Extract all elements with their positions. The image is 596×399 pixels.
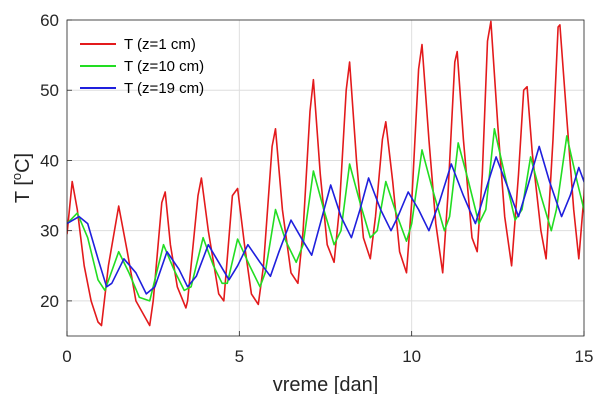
x-tick-label: 5 bbox=[235, 347, 244, 366]
legend-label-1: T (z=1 cm) bbox=[124, 36, 196, 53]
legend: T (z=1 cm) T (z=10 cm) T (z=19 cm) bbox=[80, 36, 204, 97]
x-tick-label: 10 bbox=[402, 347, 421, 366]
x-tick-label: 15 bbox=[575, 347, 594, 366]
legend-label-2: T (z=10 cm) bbox=[124, 58, 204, 75]
x-tick-label: 0 bbox=[62, 347, 71, 366]
y-tick-label: 30 bbox=[40, 222, 59, 241]
y-tick-label: 50 bbox=[40, 81, 59, 100]
y-tick-label: 40 bbox=[40, 151, 59, 170]
legend-label-3: T (z=19 cm) bbox=[124, 80, 204, 97]
axis-ticks: 0 5 10 15 20 30 40 50 60 bbox=[40, 11, 593, 366]
series-line-2 bbox=[67, 128, 584, 302]
y-axis-label-base: T [ bbox=[12, 180, 34, 203]
x-axis-label: vreme [dan] bbox=[273, 374, 379, 394]
plot-background bbox=[67, 20, 584, 336]
plot-frame bbox=[66, 19, 585, 337]
series-line-3 bbox=[67, 145, 584, 295]
y-tick-label: 20 bbox=[40, 292, 59, 311]
series-layer bbox=[67, 20, 584, 327]
y-tick-label: 60 bbox=[40, 11, 59, 30]
y-axis-label: T [oC] bbox=[9, 153, 34, 203]
y-axis-label-rest: C] bbox=[12, 153, 34, 173]
y-axis-label-superscript: o bbox=[9, 173, 24, 180]
